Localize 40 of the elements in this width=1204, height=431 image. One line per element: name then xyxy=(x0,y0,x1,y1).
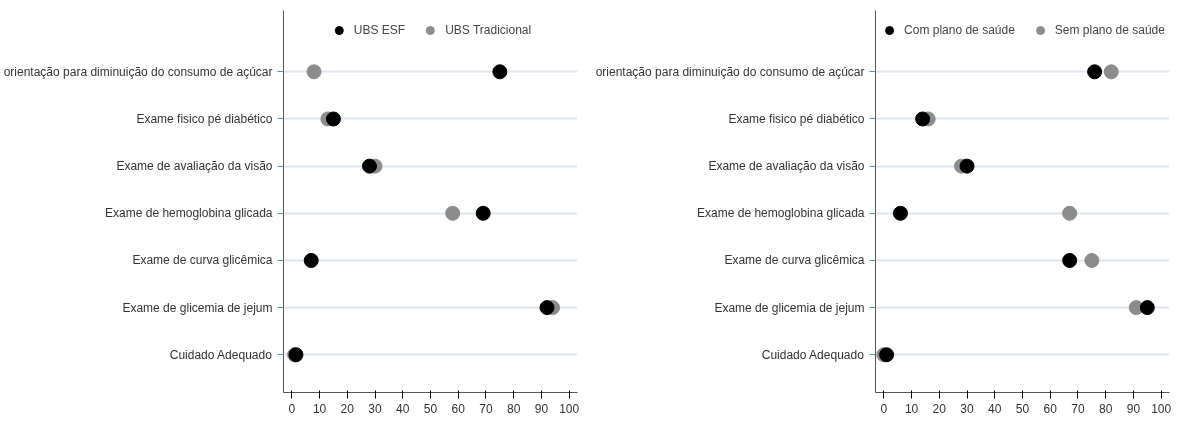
x-tick-label: 70 xyxy=(1071,401,1085,416)
x-tick-label: 50 xyxy=(423,401,438,416)
y-tick-label: orientação para diminuição do consumo de açúcar xyxy=(595,64,865,79)
y-tick-label: Exame de avaliação da visão xyxy=(708,159,865,174)
x-tick-label: 60 xyxy=(1043,401,1058,416)
x-tick-label: 20 xyxy=(340,401,355,416)
x-tick-label: 100 xyxy=(559,401,580,416)
y-tick-label: Exame fisico pé diabético xyxy=(136,111,273,126)
x-tick-label: 80 xyxy=(507,401,521,416)
y-tick-label: orientação para diminuição do consumo de açúcar xyxy=(3,64,273,79)
legend-label: UBS Tradicional xyxy=(445,23,532,37)
x-tick-label: 50 xyxy=(1015,401,1030,416)
x-tick-label: 20 xyxy=(932,401,947,416)
legend-label: Com plano de saúde xyxy=(904,23,1015,37)
x-tick-label: 10 xyxy=(904,401,919,416)
y-tick-label: Cuidado Adequado xyxy=(169,347,273,362)
x-tick-label: 100 xyxy=(1151,401,1172,416)
y-tick-label: Exame de hemoglobina glicada xyxy=(697,206,865,221)
y-tick-label: Exame de curva glicêmica xyxy=(132,253,273,268)
x-tick-label: 40 xyxy=(988,401,1002,416)
x-tick-label: 90 xyxy=(1126,401,1141,416)
x-tick-label: 30 xyxy=(368,401,383,416)
y-tick-label: Exame de avaliação da visão xyxy=(116,159,273,174)
y-tick-label: Exame de glicemia de jejum xyxy=(122,300,273,315)
x-tick-label: 0 xyxy=(288,401,296,416)
x-tick-label: 40 xyxy=(396,401,410,416)
y-tick-label: Exame de hemoglobina glicada xyxy=(105,206,273,221)
x-tick-label: 30 xyxy=(960,401,975,416)
legend-label: UBS ESF xyxy=(353,23,406,37)
x-tick-label: 80 xyxy=(1099,401,1113,416)
x-tick-label: 60 xyxy=(451,401,466,416)
x-tick-label: 70 xyxy=(479,401,493,416)
y-tick-label: Exame fisico pé diabético xyxy=(728,111,865,126)
y-tick-label: Cuidado Adequado xyxy=(761,347,865,362)
x-tick-label: 10 xyxy=(312,401,327,416)
x-tick-label: 90 xyxy=(534,401,549,416)
legend-label: Sem plano de saúde xyxy=(1054,23,1165,37)
y-tick-label: Exame de glicemia de jejum xyxy=(714,300,865,315)
y-tick-label: Exame de curva glicêmica xyxy=(724,253,865,268)
x-tick-label: 0 xyxy=(880,401,888,416)
